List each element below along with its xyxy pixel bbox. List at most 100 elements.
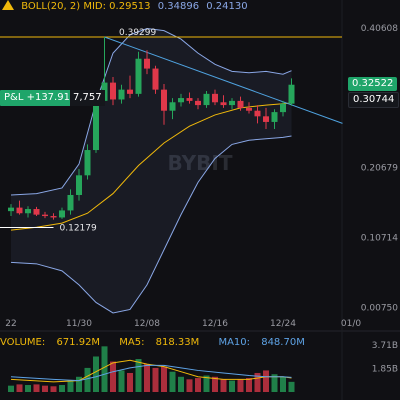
candle-body (288, 84, 295, 104)
volume-bar (237, 379, 244, 392)
high-annotation: 0.39299 (119, 28, 156, 38)
volume-bar (76, 376, 82, 392)
candle-body (186, 98, 193, 101)
candle-body (76, 175, 82, 195)
volume-value: 671.92M (56, 337, 101, 348)
volume-bar (178, 376, 184, 392)
x-tick-label: 11/30 (66, 319, 92, 329)
boll-upper-line (10, 28, 292, 196)
volume-bar (229, 380, 235, 392)
low-annotation: 0.12179 (60, 223, 97, 233)
candle-body (84, 150, 91, 176)
y-tick-label: 0.40608 (361, 24, 398, 34)
candle-body (50, 216, 57, 218)
x-tick-label: 12/16 (202, 319, 228, 329)
boll-mid-label: MID: (83, 1, 106, 12)
y-tick-label: 0.00750 (361, 304, 398, 314)
volume-bar (33, 384, 40, 392)
volume-bar (263, 370, 269, 392)
candle-body (25, 209, 31, 214)
ma10-value: 848.70M (261, 337, 305, 348)
candle-body (135, 58, 142, 94)
position-qty: 7,757 (70, 90, 105, 106)
volume-bar (254, 372, 261, 392)
candle-body (169, 102, 176, 111)
volume-bar (161, 366, 167, 392)
last-price-badge: 0.32522 (348, 77, 398, 91)
x-tick-label: 12/08 (134, 319, 160, 329)
candle-body (280, 103, 286, 113)
volume-bar (220, 379, 227, 392)
candle-body (237, 100, 244, 108)
candle-body (229, 100, 235, 106)
ma5-label: MA5: (119, 337, 145, 348)
candle-body (271, 112, 278, 122)
candle-body (220, 102, 227, 106)
pnl-badge[interactable]: P&L +137.91 (0, 90, 74, 106)
volume-bar (186, 379, 193, 392)
volume-bar (271, 374, 278, 392)
volume-bar (101, 346, 108, 392)
volume-bar (169, 371, 176, 392)
boll-lower-value: 0.24130 (206, 1, 248, 12)
volume-bar (110, 361, 116, 392)
candle-body (144, 58, 150, 69)
candle-body (110, 82, 116, 100)
candle-body (93, 100, 99, 151)
volume-bar (135, 359, 142, 392)
volume-bar (246, 378, 252, 392)
boll-label: BOLL(20, 2) (21, 1, 81, 12)
volume-bar (212, 376, 218, 392)
volume-label: VOLUME: (0, 337, 46, 348)
candle-body (246, 107, 252, 111)
volume-ma5-line (10, 359, 292, 383)
entry-price-badge: 0.30744 (348, 92, 400, 108)
volume-bar (288, 381, 295, 392)
x-tick-label: 01/0 (341, 319, 361, 329)
volume-bar (93, 356, 99, 392)
candle-body (33, 209, 40, 215)
y-tick-label: 0.20679 (361, 164, 398, 174)
trendline (104, 36, 343, 124)
x-tick-label: 22 (5, 319, 16, 329)
volume-bar (59, 385, 65, 392)
boll-header: BOLL(20, 2) MID: 0.29513 0.34896 0.24130 (0, 0, 248, 12)
volume-bar (203, 375, 210, 392)
candle-body (152, 68, 159, 90)
candle-body (8, 207, 14, 212)
candle-body (195, 100, 201, 106)
boll-mid-value: 0.29513 (109, 1, 151, 12)
boll-mid-line (10, 102, 292, 231)
volume-header: VOLUME: 671.92M MA5: 818.33M MA10: 848.7… (0, 337, 321, 348)
volume-bar (67, 380, 74, 392)
candle-body (212, 93, 218, 103)
volume-bar (50, 386, 57, 392)
volume-bar (25, 385, 31, 392)
volume-bar (280, 376, 286, 392)
volume-bar (8, 385, 14, 392)
x-tick-label: 12/24 (270, 319, 296, 329)
boll-upper-value: 0.34896 (157, 1, 200, 12)
candle-body (178, 98, 184, 103)
candle-body (16, 207, 23, 214)
y-tick-label: 0.10714 (361, 234, 398, 244)
boll-lower-line (10, 135, 292, 314)
candle-body (59, 210, 65, 218)
volume-bar (195, 378, 201, 392)
candle-body (67, 194, 74, 211)
candle-body (161, 89, 167, 111)
boll-band-fill (11, 28, 292, 313)
candle-body (203, 93, 210, 106)
candle-body (118, 89, 125, 100)
volume-bar (118, 370, 125, 392)
volume-bar (84, 367, 91, 392)
volume-bar (144, 364, 150, 392)
candle-body (127, 89, 133, 94)
volume-bar (127, 372, 133, 392)
volume-bar (16, 384, 23, 392)
ma10-label: MA10: (218, 337, 251, 348)
volume-ma10-line (10, 364, 292, 382)
volume-tick-label: 3.71B (372, 341, 398, 351)
candle-body (263, 116, 269, 122)
